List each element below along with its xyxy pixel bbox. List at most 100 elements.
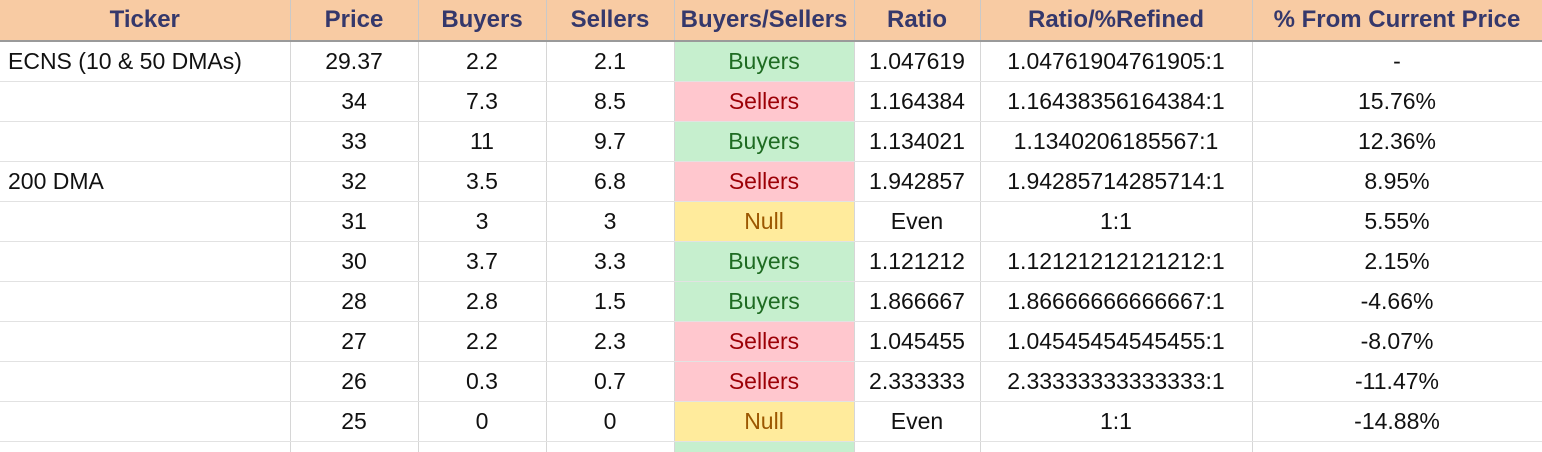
ratio-refined-cell[interactable]: 2.33333333333333:1 [980,362,1252,402]
sellers-cell[interactable]: 8.5 [546,82,674,122]
ticker-cell[interactable] [0,282,290,322]
pct-from-current-cell[interactable]: 15.76% [1252,82,1542,122]
pct-from-current-cell[interactable]: - [1252,41,1542,82]
header-buyers-sellers[interactable]: Buyers/Sellers [674,0,854,41]
ratio-cell[interactable]: Even [854,402,980,442]
sellers-cell[interactable]: 1.5 [546,282,674,322]
ratio-refined-cell[interactable]: 1.94285714285714:1 [980,162,1252,202]
ratio-cell[interactable]: 1.121212 [854,242,980,282]
price-cell[interactable]: 34 [290,82,418,122]
buyers-sellers-cell[interactable]: Sellers [674,82,854,122]
pct-from-current-cell[interactable]: 5.55% [1252,202,1542,242]
buyers-sellers-cell[interactable]: Null [674,202,854,242]
empty-cell[interactable] [854,442,980,452]
empty-cell[interactable] [418,442,546,452]
pct-from-current-cell[interactable]: -14.88% [1252,402,1542,442]
price-cell[interactable]: 25 [290,402,418,442]
ratio-cell[interactable]: Even [854,202,980,242]
empty-cell[interactable] [674,442,854,452]
ticker-cell[interactable] [0,322,290,362]
pct-from-current-cell[interactable]: 8.95% [1252,162,1542,202]
header-buyers[interactable]: Buyers [418,0,546,41]
price-cell[interactable]: 26 [290,362,418,402]
pct-from-current-cell[interactable]: -8.07% [1252,322,1542,362]
buyers-cell[interactable]: 3.7 [418,242,546,282]
header-ratio[interactable]: Ratio [854,0,980,41]
buyers-sellers-cell[interactable]: Buyers [674,41,854,82]
sellers-cell[interactable]: 3.3 [546,242,674,282]
empty-cell[interactable] [980,442,1252,452]
ratio-refined-cell[interactable]: 1:1 [980,402,1252,442]
empty-cell[interactable] [546,442,674,452]
ticker-cell[interactable] [0,82,290,122]
ticker-cell[interactable]: ECNS (10 & 50 DMAs) [0,41,290,82]
buyers-cell[interactable]: 0 [418,402,546,442]
header-ticker[interactable]: Ticker [0,0,290,41]
pct-from-current-cell[interactable]: 12.36% [1252,122,1542,162]
buyers-sellers-cell[interactable]: Sellers [674,362,854,402]
pct-from-current-cell[interactable]: -4.66% [1252,282,1542,322]
buyers-cell[interactable]: 2.2 [418,41,546,82]
price-cell[interactable]: 27 [290,322,418,362]
buyers-sellers-cell[interactable]: Sellers [674,322,854,362]
price-cell[interactable]: 32 [290,162,418,202]
empty-cell[interactable] [0,442,290,452]
sellers-cell[interactable]: 3 [546,202,674,242]
header-price[interactable]: Price [290,0,418,41]
sellers-cell[interactable]: 2.3 [546,322,674,362]
price-cell[interactable]: 29.37 [290,41,418,82]
buyers-sellers-cell[interactable]: Buyers [674,122,854,162]
price-cell[interactable]: 30 [290,242,418,282]
buyers-sellers-cell[interactable]: Null [674,402,854,442]
ratio-cell[interactable]: 2.333333 [854,362,980,402]
empty-cell[interactable] [290,442,418,452]
price-cell[interactable]: 31 [290,202,418,242]
ticker-cell[interactable] [0,362,290,402]
buyers-sellers-cell[interactable]: Buyers [674,282,854,322]
sellers-cell[interactable]: 6.8 [546,162,674,202]
buyers-cell[interactable]: 3.5 [418,162,546,202]
ratio-cell[interactable]: 1.045455 [854,322,980,362]
ticker-cell[interactable] [0,242,290,282]
buyers-sellers-cell[interactable]: Buyers [674,242,854,282]
ratio-refined-cell[interactable]: 1.12121212121212:1 [980,242,1252,282]
buyers-cell[interactable]: 11 [418,122,546,162]
ticker-cell[interactable] [0,122,290,162]
ratio-cell[interactable]: 1.866667 [854,282,980,322]
pct-from-current-cell[interactable]: -11.47% [1252,362,1542,402]
buyers-cell[interactable]: 3 [418,202,546,242]
ratio-refined-cell[interactable]: 1.86666666666667:1 [980,282,1252,322]
sellers-cell[interactable]: 0.7 [546,362,674,402]
ratio-refined-cell[interactable]: 1.04761904761905:1 [980,41,1252,82]
ratio-refined-cell[interactable]: 1:1 [980,202,1252,242]
header-ratio-refined[interactable]: Ratio/%Refined [980,0,1252,41]
header-sellers[interactable]: Sellers [546,0,674,41]
sellers-cell[interactable]: 2.1 [546,41,674,82]
ratio-cell[interactable]: 1.164384 [854,82,980,122]
ratio-refined-cell[interactable]: 1.16438356164384:1 [980,82,1252,122]
ticker-cell[interactable]: 200 DMA [0,162,290,202]
buyers-cell[interactable]: 7.3 [418,82,546,122]
ratio-cell[interactable]: 1.047619 [854,41,980,82]
ratio-refined-cell[interactable]: 1.1340206185567:1 [980,122,1252,162]
price-cell[interactable]: 33 [290,122,418,162]
buyers-sellers-cell[interactable]: Sellers [674,162,854,202]
ratio-refined-cell[interactable]: 1.04545454545455:1 [980,322,1252,362]
ratio-cell[interactable]: 1.942857 [854,162,980,202]
sellers-cell[interactable]: 0 [546,402,674,442]
ticker-cell[interactable] [0,202,290,242]
header-pct-from-current[interactable]: % From Current Price [1252,0,1542,41]
buyers-cell[interactable]: 2.8 [418,282,546,322]
price-cell[interactable]: 28 [290,282,418,322]
empty-cell[interactable] [1252,442,1542,452]
pct-from-current-cell[interactable]: 2.15% [1252,242,1542,282]
buyers-cell[interactable]: 0.3 [418,362,546,402]
sellers-cell[interactable]: 9.7 [546,122,674,162]
buyers-cell[interactable]: 2.2 [418,322,546,362]
ticker-cell[interactable] [0,402,290,442]
ratio-cell[interactable]: 1.134021 [854,122,980,162]
